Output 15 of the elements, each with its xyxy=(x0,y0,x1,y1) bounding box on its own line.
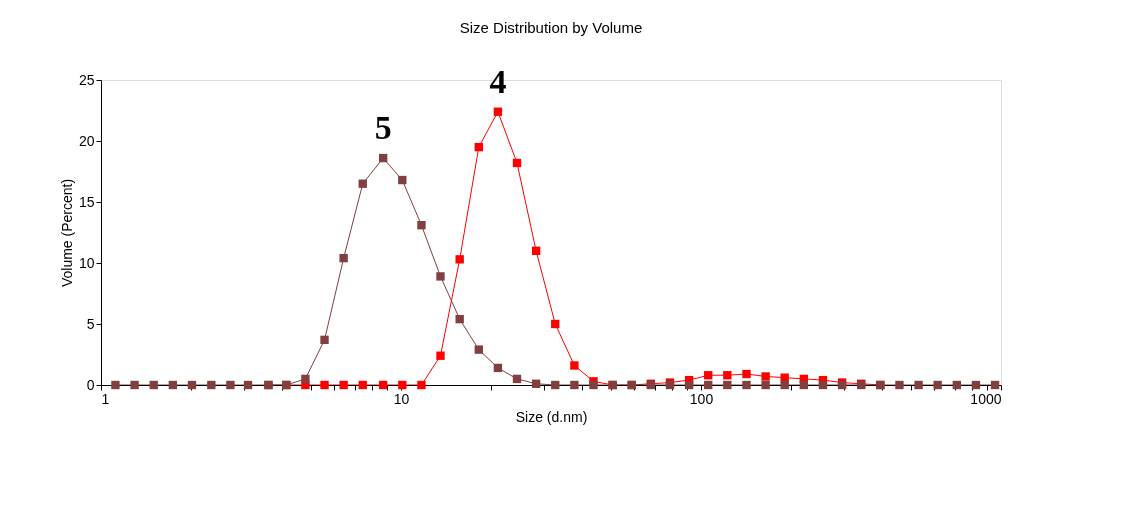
y-tick-label: 25 xyxy=(78,71,95,88)
chart-title: Size Distribution by Volume xyxy=(459,18,643,36)
y-tick-label: 0 xyxy=(86,376,95,393)
y-tick-label: 10 xyxy=(78,254,95,271)
x-tick-label: 1000 xyxy=(970,390,1002,407)
x-axis-title: Size (d.nm) xyxy=(515,408,588,425)
y-tick-label: 5 xyxy=(86,315,95,332)
annotation: 5 xyxy=(374,109,392,147)
y-tick-label: 20 xyxy=(78,132,95,149)
y-axis-title: Volume (Percent) xyxy=(58,178,75,288)
x-tick-label: 100 xyxy=(689,390,714,407)
annotation: 4 xyxy=(489,62,507,100)
x-tick-label: 10 xyxy=(393,390,410,407)
y-tick-label: 15 xyxy=(78,193,95,210)
x-tick-label: 1 xyxy=(101,390,110,407)
